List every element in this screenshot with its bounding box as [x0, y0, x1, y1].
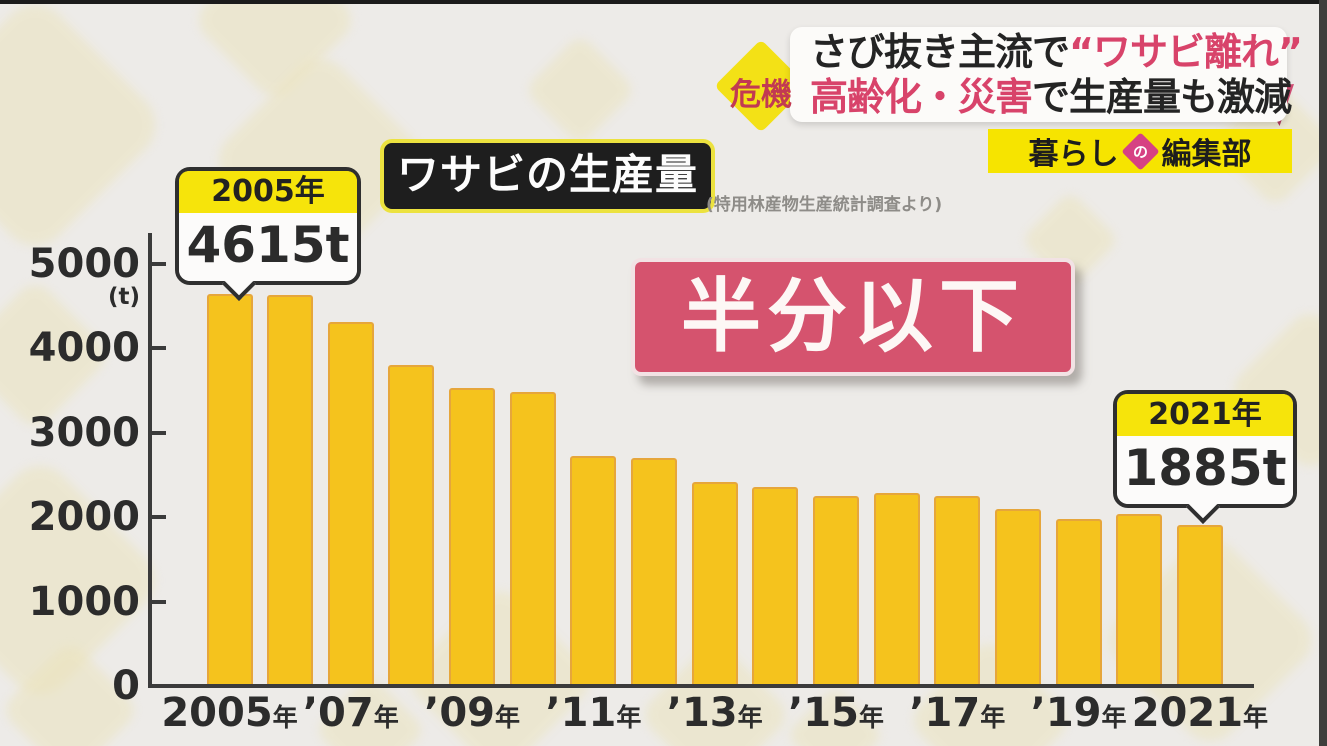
y-tick-label: 3000: [28, 409, 140, 456]
x-tick-num: ’15: [788, 690, 859, 736]
bar-2013: [691, 482, 738, 684]
headline-line1-black: さび抜き主流で: [810, 30, 1070, 74]
y-tick-label: 0: [112, 663, 140, 709]
headline-line-2: 高齢化・災害で生産量も激減: [810, 75, 1292, 120]
callout-2021: 2021年 1885t: [1113, 390, 1297, 524]
crisis-badge-label: 危機: [730, 77, 792, 113]
bar-2017: [934, 496, 981, 684]
frame-right-edge: [1319, 0, 1327, 746]
bar-2012: [631, 457, 678, 684]
headline-banner: さび抜き主流で“ワサビ離れ” 高齢化・災害で生産量も激減: [790, 27, 1303, 122]
x-tick-label: 2005年: [150, 690, 310, 736]
headline-line-1: さび抜き主流で“ワサビ離れ”: [810, 30, 1303, 75]
frame-top-edge: [0, 0, 1327, 4]
y-tick-label: 4000: [28, 325, 140, 371]
callout-2021-year: 2021年: [1117, 394, 1293, 436]
bar-2016: [873, 492, 920, 684]
y-axis-line: [148, 233, 152, 688]
x-tick-suffix: 年: [858, 703, 884, 732]
headline-line2-pink: 高齢化・災害: [810, 75, 1033, 119]
bar-2015: [813, 496, 859, 684]
y-tick-label: 1000: [28, 578, 140, 625]
program-badge-left: 暮らし: [1028, 137, 1119, 172]
x-tick-label: ’15年: [756, 690, 916, 736]
bar-2005: [206, 294, 253, 684]
x-tick-label: ’19年: [999, 690, 1159, 736]
chart-source-note: (特用林産物生産統計調査より): [706, 195, 943, 215]
highlight-badge: 半分以下: [631, 258, 1075, 376]
x-tick-num: ’19: [1030, 690, 1102, 736]
y-tick-mark: [152, 515, 166, 519]
y-tick-label: 2000: [28, 494, 140, 540]
x-tick-num: 2021: [1131, 690, 1244, 736]
x-tick-num: ’09: [424, 690, 496, 736]
callout-2005-value: 4615t: [179, 213, 357, 281]
callout-2005: 2005年 4615t: [175, 167, 361, 301]
program-diamond-icon: の: [1120, 131, 1160, 171]
x-axis-line: [148, 684, 1254, 688]
x-tick-label: 2021年: [1120, 690, 1280, 736]
headline-line2-black: で生産量も激減: [1032, 75, 1292, 119]
bar-2011: [570, 455, 617, 684]
bar-2019: [1055, 519, 1102, 684]
x-tick-num: ’07: [302, 690, 374, 736]
y-tick-label: 5000: [28, 240, 140, 287]
x-tick-num: ’11: [545, 690, 617, 736]
chart-title: ワサビの生産量: [384, 143, 712, 209]
program-diamond-char: の: [1132, 142, 1148, 161]
x-tick-suffix: 年: [980, 703, 1006, 732]
y-tick-mark: [152, 599, 166, 604]
bar-2020: [1116, 514, 1163, 684]
bar-2007: [327, 321, 374, 684]
x-tick-suffix: 年: [737, 703, 763, 732]
y-tick-mark: [152, 261, 166, 266]
bar-2021: [1176, 524, 1223, 684]
bar-2009: [449, 388, 496, 684]
x-tick-label: ’13年: [635, 690, 795, 736]
bar-2018: [994, 508, 1041, 684]
y-tick-mark: [152, 346, 166, 350]
headline-line1-pink: “ワサビ離れ”: [1069, 30, 1303, 74]
x-tick-num: 2005: [161, 690, 273, 736]
x-tick-suffix: 年: [373, 703, 399, 732]
x-tick-label: ’09年: [392, 690, 552, 736]
x-tick-label: ’11年: [513, 690, 673, 736]
x-tick-suffix: 年: [1243, 703, 1269, 732]
program-badge: 暮らし の 編集部: [988, 129, 1292, 173]
x-tick-label: ’07年: [271, 690, 431, 736]
x-tick-suffix: 年: [272, 703, 298, 732]
y-axis-unit-label: (t): [107, 284, 140, 310]
x-tick-label: ’17年: [877, 690, 1037, 736]
x-tick-num: ’13: [666, 690, 738, 736]
bar-2008: [388, 364, 435, 684]
bar-2010: [509, 392, 556, 684]
bar-2014: [752, 486, 799, 684]
x-tick-suffix: 年: [616, 703, 642, 732]
callout-2005-year: 2005年: [179, 171, 357, 213]
program-badge-right: 編集部: [1161, 137, 1252, 172]
bar-2006: [267, 295, 314, 684]
y-tick-mark: [152, 430, 166, 435]
x-tick-suffix: 年: [1101, 703, 1127, 732]
x-tick-num: ’17: [909, 690, 981, 736]
x-tick-suffix: 年: [495, 703, 521, 732]
